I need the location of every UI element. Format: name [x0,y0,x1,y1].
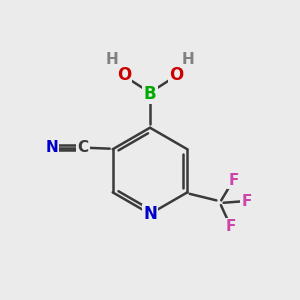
Text: O: O [117,66,131,84]
Text: H: H [182,52,194,67]
Text: N: N [45,140,58,155]
Text: H: H [106,52,118,67]
Text: F: F [225,219,236,234]
Text: C: C [77,140,88,155]
Text: F: F [228,173,239,188]
Text: B: B [144,85,156,103]
Text: F: F [242,194,252,209]
Text: O: O [169,66,183,84]
Text: N: N [143,205,157,223]
